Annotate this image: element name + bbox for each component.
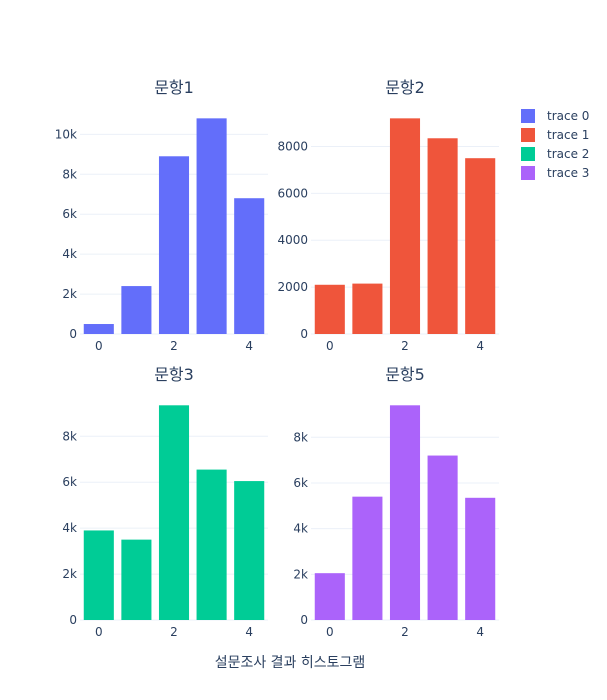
legend-item-trace-2[interactable]: trace 2 [521,147,589,161]
subplot-title: 문항3 [154,365,194,384]
legend-swatch [521,147,535,161]
y-tick-label: 8k [62,167,77,181]
subplot-title: 문항1 [154,78,194,97]
bar-trace-1-1 [352,283,383,334]
subplot-title: 문항5 [385,365,425,384]
x-tick-label: 2 [170,339,178,353]
x-tick-label: 0 [326,625,334,639]
y-tick-label: 6k [293,476,308,490]
bar-trace-0-2 [158,156,190,334]
y-tick-label: 4k [62,247,77,261]
x-tick-label: 4 [245,339,253,353]
legend-item-trace-1[interactable]: trace 1 [521,128,589,142]
x-axis-title: 설문조사 결과 히스토그램 [215,655,366,671]
legend-swatch [521,109,535,123]
legend-label: trace 2 [547,147,589,161]
y-tick-label: 2k [62,567,77,581]
y-tick-label: 10k [55,127,77,141]
legend-swatch [521,166,535,180]
x-tick-label: 0 [95,339,103,353]
y-tick-label: 6k [62,475,77,489]
bar-trace-0-0 [83,324,114,334]
x-tick-label: 4 [476,625,484,639]
bar-trace-3-0 [314,573,345,620]
bar-trace-1-3 [427,138,458,334]
legend-item-trace-0[interactable]: trace 0 [521,109,589,123]
bar-trace-1-2 [389,118,421,335]
y-tick-label: 2000 [277,280,308,294]
y-tick-label: 4000 [277,233,308,247]
y-tick-label: 2k [293,567,308,581]
y-tick-label: 4k [62,521,77,535]
y-tick-label: 6000 [277,186,308,200]
bar-trace-0-1 [121,286,152,334]
x-tick-label: 2 [401,625,409,639]
legend-label: trace 0 [547,109,589,123]
x-tick-label: 4 [476,339,484,353]
subplot-3: 0 2k 4k 6k 8k 0 2 4 문항3 [62,365,268,639]
y-tick-label: 4k [293,522,308,536]
legend-label: trace 3 [547,166,589,180]
bar-trace-1-4 [465,158,496,334]
bar-trace-3-1 [352,496,383,620]
y-tick-label: 0 [300,327,308,341]
y-tick-label: 0 [300,613,308,627]
subplot-title: 문항2 [385,78,425,97]
bar-trace-3-4 [465,497,496,620]
y-tick-label: 8000 [277,139,308,153]
bar-trace-0-3 [196,118,227,334]
x-tick-label: 0 [95,625,103,639]
bar-trace-2-4 [234,481,265,620]
subplot-2: 0 2000 4000 6000 8000 0 2 4 문항2 [277,78,499,353]
bar-trace-2-0 [83,530,114,620]
y-tick-label: 0 [69,613,77,627]
bar-trace-1-0 [314,284,345,334]
bar-trace-2-1 [121,539,152,620]
y-tick-label: 8k [62,429,77,443]
bar-trace-3-2 [389,405,421,620]
bar-trace-2-2 [158,405,190,620]
subplot-1: 0 2k 4k 6k 8k 10k 0 2 4 문항1 [55,78,268,353]
x-tick-label: 0 [326,339,334,353]
y-tick-label: 0 [69,327,77,341]
x-tick-label: 2 [170,625,178,639]
legend-item-trace-3[interactable]: trace 3 [521,166,589,180]
x-tick-label: 2 [401,339,409,353]
y-tick-label: 6k [62,207,77,221]
bar-trace-3-3 [427,455,458,620]
y-tick-label: 8k [293,430,308,444]
y-tick-label: 2k [62,287,77,301]
x-tick-label: 4 [245,625,253,639]
legend-swatch [521,128,535,142]
legend-label: trace 1 [547,128,589,142]
legend[interactable]: trace 0 trace 1 trace 2 trace 3 [521,109,589,180]
bar-trace-2-3 [196,469,227,620]
bar-trace-0-4 [234,198,265,334]
subplot-4: 0 2k 4k 6k 8k 0 2 4 문항5 [293,365,499,639]
